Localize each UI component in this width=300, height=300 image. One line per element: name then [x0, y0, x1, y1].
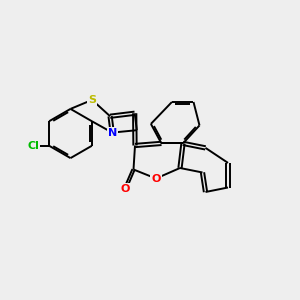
Text: Cl: Cl — [28, 141, 40, 151]
Text: O: O — [120, 184, 130, 194]
Text: N: N — [108, 128, 117, 138]
Text: O: O — [151, 173, 161, 184]
Text: S: S — [88, 95, 96, 105]
